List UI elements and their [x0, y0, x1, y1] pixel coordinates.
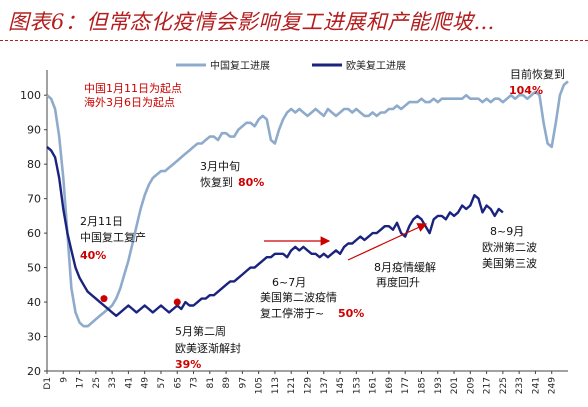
junjul-line1: 6~7月: [272, 276, 306, 289]
x-tick-label: 169: [385, 377, 395, 394]
y-tick-label: 100: [20, 89, 41, 102]
now-line1: 目前恢复到: [510, 67, 565, 81]
may-line1: 5月第二周: [175, 324, 226, 338]
y-tick-label: 80: [27, 158, 41, 171]
x-tick-label: 217: [483, 377, 493, 394]
x-tick-label: 201: [450, 377, 460, 394]
y-tick-label: 40: [27, 296, 41, 309]
x-tick-label: 193: [434, 377, 444, 394]
x-tick-label: 121: [287, 377, 297, 394]
aug-line1: 8月疫情缓解: [374, 260, 436, 274]
x-tick-label: 89: [222, 377, 232, 389]
x-tick-label: 113: [271, 377, 281, 394]
y-tick-label: 50: [27, 262, 41, 275]
may-value: 39%: [175, 358, 201, 371]
annotation-aug: 8月疫情缓解 再度回升: [374, 260, 436, 289]
arrow-aug-rise: [347, 223, 428, 261]
axes: 20 30 40 50 60 70 80 90 100 D1 9 17 25 33 41 49 57 65 73 81…: [20, 70, 568, 394]
x-tick-label: 137: [320, 377, 330, 394]
x-tick-label: 57: [157, 377, 167, 388]
x-tick-label: 185: [417, 377, 427, 394]
series-line-china: [46, 80, 569, 328]
annotation-feb: 2月11日 中国复工复产 40%: [80, 215, 146, 262]
x-tick-label: D1: [43, 377, 53, 390]
x-tick-label: 81: [206, 377, 216, 388]
feb-line1: 2月11日: [80, 215, 123, 228]
markers: [100, 295, 181, 306]
feb-line2: 中国复工复产: [80, 230, 146, 244]
start-note-line2: 海外3月6日为起点: [84, 95, 175, 109]
mar-value: 80%: [238, 176, 264, 189]
x-tick-label: 9: [59, 377, 69, 383]
y-tick-label: 70: [27, 193, 41, 206]
x-tick-label: 129: [304, 377, 314, 394]
y-tick-label: 90: [27, 124, 41, 137]
annotation-junjul: 6~7月 美国第二波疫情 复工停滞于~ 50%: [260, 276, 364, 320]
y-tick-label: 30: [27, 331, 41, 344]
x-tick-label: 145: [336, 377, 346, 394]
x-tick-label: 25: [92, 377, 102, 388]
x-tick-label: 225: [499, 377, 509, 394]
junjul-value: 50%: [338, 307, 364, 320]
x-tick-label: 233: [515, 377, 525, 394]
junjul-line3: 复工停滞于~: [260, 306, 324, 320]
y-tick-label: 20: [27, 365, 41, 378]
legend: 中国复工进展 欧美复工进展: [176, 59, 406, 72]
start-note-line1: 中国1月11日为起点: [84, 82, 182, 95]
annotation-start-note: 中国1月11日为起点 海外3月6日为起点: [84, 82, 182, 109]
feb-value: 40%: [80, 249, 106, 262]
x-tick-label: 161: [369, 377, 379, 394]
legend-label-china: 中国复工进展: [210, 59, 270, 72]
x-tick-label: 97: [238, 377, 248, 388]
chart-title: 图表6：但常态化疫情会影响复工进展和产能爬坡…: [8, 10, 495, 34]
annotation-now: 目前恢复到 104%: [509, 67, 565, 97]
annotation-may: 5月第二周 欧美逐渐解封 39%: [175, 324, 241, 371]
mar-line2: 恢复到: [200, 175, 233, 189]
aug-line2: 再度回升: [376, 275, 420, 289]
y-tick-label: 60: [27, 227, 41, 240]
marker-feb: [100, 295, 108, 303]
x-tick-label: 105: [255, 377, 265, 394]
sepn-line1: 8~9月: [490, 225, 524, 238]
title-divider: [0, 40, 588, 41]
x-tick-label: 33: [108, 377, 118, 388]
x-tick-label: 73: [190, 377, 200, 388]
x-tick-label: 249: [548, 377, 558, 394]
may-line2: 欧美逐渐解封: [175, 341, 241, 355]
sepn-line3: 美国第三波: [482, 256, 537, 270]
marker-may: [173, 298, 181, 306]
x-tick-label: 49: [141, 377, 151, 389]
x-tick-label: 177: [401, 377, 411, 394]
x-tick-label: 65: [173, 377, 183, 388]
mar-line1: 3月中旬: [200, 160, 240, 173]
sepn-line2: 欧洲第二波: [482, 240, 537, 254]
x-tick-label: 209: [466, 377, 476, 394]
x-tick-label: 153: [352, 377, 362, 394]
x-tick-label: 41: [124, 377, 134, 388]
junjul-line2: 美国第二波疫情: [260, 290, 337, 304]
x-tick-label: 17: [76, 377, 86, 388]
legend-label-euus: 欧美复工进展: [346, 59, 406, 72]
series: [46, 80, 569, 328]
annotation-sepn: 8~9月 欧洲第二波 美国第三波: [482, 225, 537, 270]
x-tick-label: 241: [531, 377, 541, 394]
now-value: 104%: [509, 84, 543, 97]
annotation-mar: 3月中旬 恢复到 80%: [200, 160, 264, 189]
